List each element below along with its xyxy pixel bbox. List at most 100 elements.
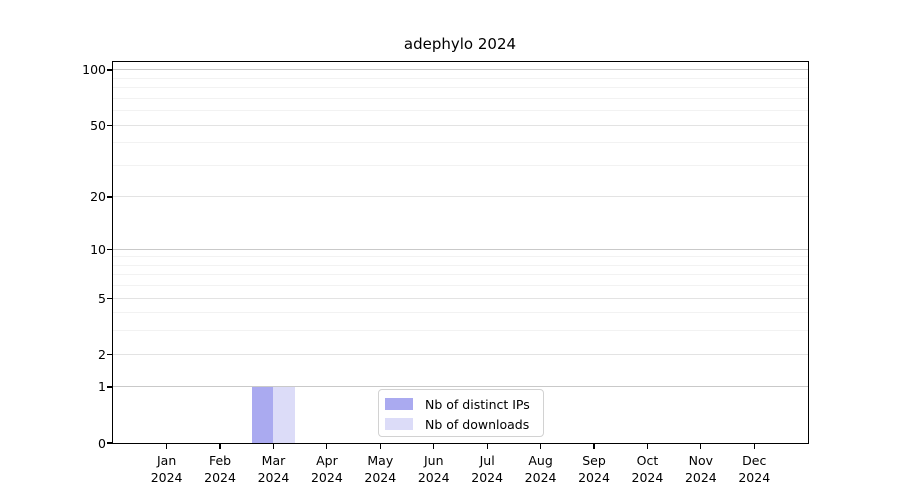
minor-gridline xyxy=(113,87,808,89)
major-gridline xyxy=(113,69,808,71)
x-tick xyxy=(219,444,221,450)
x-tick-month: Oct xyxy=(636,453,659,468)
x-tick xyxy=(272,444,275,450)
right-spine xyxy=(807,60,809,445)
left-spine xyxy=(111,60,114,445)
x-tick-month: Jan xyxy=(156,453,177,468)
minor-gridline xyxy=(113,110,808,112)
x-tick-month: Sep xyxy=(582,453,606,468)
x-tick-label: Feb 2024 xyxy=(188,453,252,486)
legend-entry: Nb of distinct IPs xyxy=(379,394,543,414)
x-tick-year: 2024 xyxy=(738,469,771,485)
minor-gridline xyxy=(113,164,808,166)
legend-label: Nb of distinct IPs xyxy=(425,396,530,412)
y-tick xyxy=(106,353,112,355)
y-tick xyxy=(106,297,112,299)
y-tick-label: 2 xyxy=(98,346,106,362)
x-tick-month: Dec xyxy=(742,453,767,468)
x-tick-label: Oct 2024 xyxy=(615,453,679,486)
x-tick-label: Mar 2024 xyxy=(241,453,305,486)
minor-gridline xyxy=(113,274,808,276)
minor-gridline xyxy=(113,264,808,266)
x-tick-year: 2024 xyxy=(684,469,717,485)
bar-downloads xyxy=(273,386,295,443)
x-tick-month: Mar xyxy=(261,453,286,468)
bottom-spine xyxy=(113,443,809,445)
x-tick-year: 2024 xyxy=(631,469,664,485)
y-tick xyxy=(106,124,112,126)
mid-gridline xyxy=(113,124,808,126)
y-tick-label: 1 xyxy=(98,379,106,395)
mid-gridline xyxy=(113,196,808,198)
legend-swatch xyxy=(385,398,413,410)
legend-swatch xyxy=(385,418,413,430)
legend: Nb of distinct IPs Nb of downloads xyxy=(378,389,544,437)
minor-gridline xyxy=(113,77,808,79)
x-tick-label: May 2024 xyxy=(348,453,412,486)
x-tick-label: Aug 2024 xyxy=(509,453,573,486)
x-tick-label: Jul 2024 xyxy=(455,453,519,486)
minor-gridline xyxy=(113,142,808,144)
y-tick xyxy=(106,442,112,444)
y-tick xyxy=(106,69,112,71)
bar-distinct-ips xyxy=(252,386,274,443)
x-tick-label: Dec 2024 xyxy=(722,453,786,486)
y-tick xyxy=(106,386,112,388)
x-tick xyxy=(433,444,435,450)
mid-gridline xyxy=(113,353,808,355)
minor-gridline xyxy=(113,330,808,332)
y-tick-label: 0 xyxy=(98,435,106,451)
x-tick-year: 2024 xyxy=(150,469,183,485)
y-tick-label: 100 xyxy=(82,62,106,78)
x-tick-month: Apr xyxy=(316,453,338,468)
y-tick-label: 10 xyxy=(90,241,106,257)
y-tick-label: 50 xyxy=(90,117,106,133)
chart-title: adephylo 2024 xyxy=(403,35,517,53)
x-tick-year: 2024 xyxy=(524,469,557,485)
x-tick xyxy=(753,444,755,450)
x-tick-month: Aug xyxy=(528,453,553,468)
legend-entry: Nb of downloads xyxy=(379,414,543,434)
x-tick-year: 2024 xyxy=(310,469,343,485)
x-tick-year: 2024 xyxy=(364,469,397,485)
x-tick-month: Nov xyxy=(688,453,714,468)
minor-gridline xyxy=(113,285,808,287)
mid-gridline xyxy=(113,297,808,299)
y-tick xyxy=(106,196,112,198)
top-spine xyxy=(113,60,809,62)
x-tick-label: Jun 2024 xyxy=(402,453,466,486)
x-tick-label: Sep 2024 xyxy=(562,453,626,486)
x-tick-year: 2024 xyxy=(257,469,290,485)
x-tick-month: May xyxy=(367,453,394,468)
x-tick-year: 2024 xyxy=(417,469,450,485)
y-tick-label: 5 xyxy=(98,290,106,306)
x-tick-month: Jul xyxy=(479,453,495,468)
legend-label: Nb of downloads xyxy=(425,416,530,432)
x-tick-label: Nov 2024 xyxy=(669,453,733,486)
x-tick-label: Apr 2024 xyxy=(295,453,359,486)
x-tick xyxy=(539,444,542,450)
major-gridline xyxy=(113,386,808,388)
x-tick xyxy=(166,444,168,450)
x-tick xyxy=(700,444,702,450)
x-tick xyxy=(486,444,488,450)
x-tick-year: 2024 xyxy=(578,469,610,485)
x-tick xyxy=(379,444,381,450)
x-tick-label: Jan 2024 xyxy=(135,453,199,486)
x-tick-year: 2024 xyxy=(204,469,236,485)
x-tick xyxy=(593,444,595,450)
major-gridline xyxy=(113,248,808,250)
x-tick xyxy=(646,444,649,450)
y-tick-label: 20 xyxy=(90,189,106,205)
minor-gridline xyxy=(113,312,808,314)
x-tick xyxy=(326,444,328,450)
y-tick xyxy=(106,248,112,250)
x-tick-month: Jun xyxy=(423,453,444,468)
x-tick-month: Feb xyxy=(208,453,232,468)
minor-gridline xyxy=(113,97,808,99)
x-tick-year: 2024 xyxy=(471,469,504,485)
